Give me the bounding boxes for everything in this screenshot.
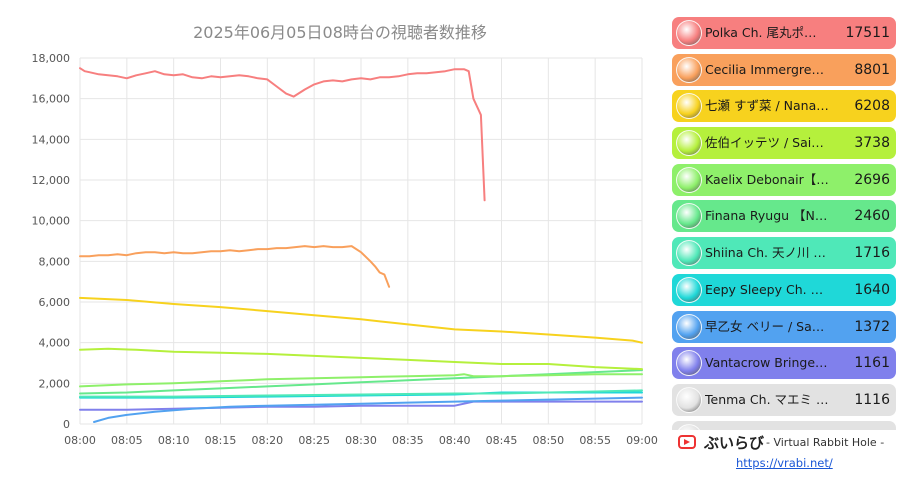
legend-channel-name: 七瀬 すず菜 / Nana… <box>705 98 829 114</box>
legend-viewer-count: 8801 <box>854 61 890 78</box>
legend-viewer-count: 1116 <box>854 391 890 408</box>
avatar <box>676 130 702 157</box>
y-axis: 0 2,000 4,000 6,000 8,000 10,000 12,000 14,000 1… <box>32 52 71 431</box>
y-tick-label: 14,000 <box>32 133 71 146</box>
series-line <box>79 373 643 388</box>
avatar <box>676 20 702 46</box>
legend-item[interactable]: Finana Ryugu 【NI… 2460 <box>672 200 896 233</box>
legend-item[interactable]: 早乙女 ベリー / Sa… 1372 <box>672 310 896 343</box>
legend-item[interactable]: Vantacrow Bringer… 1161 <box>672 347 896 380</box>
legend-item[interactable]: Polka Ch. 尾丸ポ… 17511 <box>672 17 896 49</box>
x-tick-label: 08:55 <box>579 434 611 447</box>
footer-link[interactable]: https://vrabi.net/ <box>736 456 833 470</box>
legend-item[interactable]: Tenma Ch. マエミ … 1116 <box>672 383 896 416</box>
legend-viewer-count: 1161 <box>854 355 890 372</box>
legend-viewer-count: 1640 <box>854 281 890 298</box>
avatar <box>676 240 702 267</box>
x-tick-label: 08:35 <box>392 434 424 447</box>
footer-tagline: - Virtual Rabbit Hole - <box>766 436 885 449</box>
chart-area: 2025年06月05日08時台の視聴者数推移 0 2,000 4,000 6,000 8… <box>32 23 658 447</box>
footer-brand: ぶいらび <box>704 434 765 452</box>
legend-viewer-count: 3738 <box>854 135 890 152</box>
legend-item[interactable]: Shiina Ch. 天ノ川 … 1716 <box>672 237 896 270</box>
legend-item[interactable]: Eepy Sleepy Ch. 【… 1640 <box>672 273 896 306</box>
legend-channel-name: Shiina Ch. 天ノ川 … <box>705 245 826 261</box>
avatar <box>676 166 702 193</box>
y-tick-label: 6,000 <box>39 296 71 309</box>
y-tick-label: 12,000 <box>32 174 71 187</box>
legend-viewer-count: 2460 <box>854 208 890 225</box>
legend-channel-name: Kaelix Debonair【… <box>705 171 829 187</box>
avatar <box>676 276 702 303</box>
y-tick-label: 8,000 <box>39 255 71 268</box>
series-line <box>79 245 391 288</box>
footer: ぶいらび - Virtual Rabbit Hole - https://vra… <box>672 430 896 480</box>
y-tick-label: 0 <box>63 418 70 431</box>
play-icon <box>678 435 696 449</box>
series-line <box>79 400 643 411</box>
legend-item[interactable]: Cecilia Immergree… 8801 <box>672 53 896 86</box>
avatar <box>676 203 702 230</box>
x-tick-label: 08:25 <box>298 434 330 447</box>
series-line <box>79 347 643 371</box>
legend-channel-name: Vantacrow Bringer… <box>705 355 831 371</box>
legend-viewer-count: 1372 <box>854 318 890 335</box>
legend-viewer-count: 17511 <box>845 25 890 41</box>
grid <box>79 57 643 425</box>
legend-viewer-count: 1716 <box>854 245 890 262</box>
avatar <box>676 386 702 413</box>
x-tick-label: 08:00 <box>64 434 96 447</box>
legend-item[interactable]: 七瀬 すず菜 / Nana… 6208 <box>672 90 896 123</box>
x-axis: 08:00 08:05 08:10 08:15 08:20 08:25 08:30 08:35… <box>64 434 658 447</box>
y-tick-label: 4,000 <box>39 337 71 350</box>
legend-viewer-count: 2696 <box>854 171 890 188</box>
x-tick-label: 08:50 <box>532 434 564 447</box>
x-tick-label: 08:45 <box>486 434 518 447</box>
series-line <box>79 296 643 344</box>
legend-item[interactable]: Kaelix Debonair【… 2696 <box>672 163 896 196</box>
x-tick-label: 08:10 <box>158 434 190 447</box>
legend-viewer-count: 6208 <box>854 98 890 115</box>
legend-channel-name: 早乙女 ベリー / Sa… <box>705 318 825 334</box>
avatar <box>676 93 702 120</box>
legend: Polka Ch. 尾丸ポ… 17511 Cecilia Immergree… 880… <box>672 17 896 457</box>
legend-channel-name: Finana Ryugu 【NI… <box>705 208 831 224</box>
y-tick-label: 10,000 <box>32 215 71 228</box>
x-tick-label: 08:40 <box>439 434 471 447</box>
plot-lines <box>79 67 643 423</box>
chart-title: 2025年06月05日08時台の視聴者数推移 <box>193 23 487 42</box>
avatar <box>676 56 702 83</box>
legend-channel-name: Polka Ch. 尾丸ポ… <box>705 25 817 40</box>
legend-channel-name: 佐伯イッテツ / Sai… <box>705 135 824 151</box>
legend-channel-name: Eepy Sleepy Ch. 【… <box>705 281 831 297</box>
avatar <box>676 313 702 340</box>
x-tick-label: 08:05 <box>111 434 143 447</box>
series-line <box>79 389 643 398</box>
y-tick-label: 16,000 <box>32 93 71 106</box>
series-line <box>93 396 643 423</box>
x-tick-label: 08:20 <box>251 434 283 447</box>
series-line <box>79 67 486 202</box>
legend-item[interactable]: 佐伯イッテツ / Sai… 3738 <box>672 127 896 160</box>
legend-channel-name: Cecilia Immergree… <box>705 61 831 77</box>
y-tick-label: 18,000 <box>32 52 71 65</box>
x-tick-label: 08:15 <box>205 434 237 447</box>
y-tick-label: 2,000 <box>39 377 71 390</box>
x-tick-label: 08:30 <box>345 434 377 447</box>
x-tick-label: 09:00 <box>626 434 658 447</box>
avatar <box>676 350 702 377</box>
legend-channel-name: Tenma Ch. マエミ … <box>705 391 829 407</box>
